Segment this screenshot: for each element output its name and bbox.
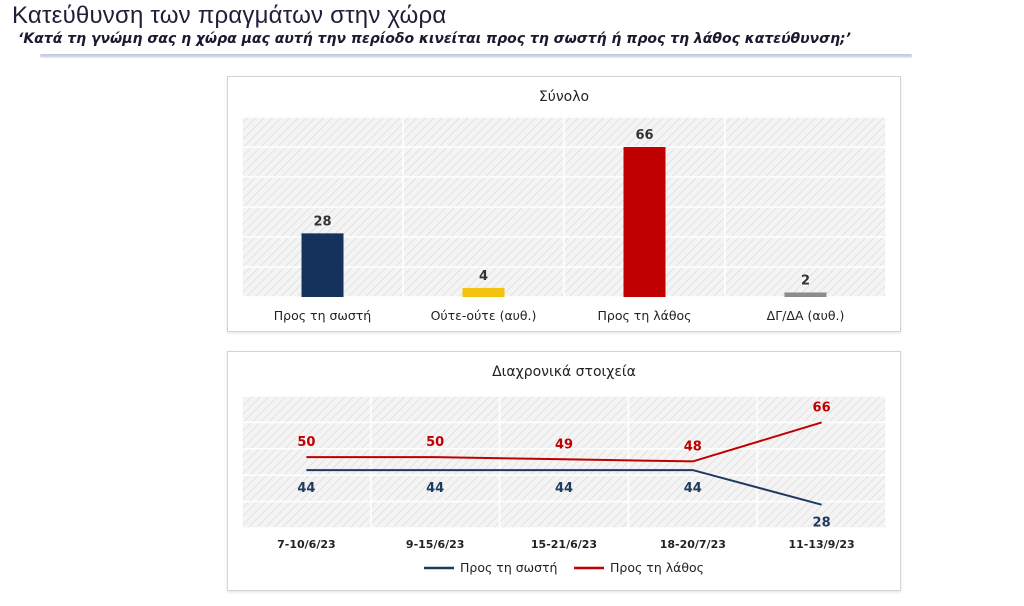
bar-value-label: 66 xyxy=(635,128,653,143)
bar-category-label: Προς τη σωστή xyxy=(274,308,371,323)
bar-value-label: 28 xyxy=(313,214,331,229)
bar xyxy=(462,287,505,297)
series-line-0 xyxy=(306,469,822,506)
x-tick-label: 18-20/7/23 xyxy=(660,538,726,551)
legend-label: Προς τη λάθος xyxy=(610,560,704,575)
bar-chart: Σύνολο 28 Προς τη σωστή 4 Ούτε-ούτε (αυθ.) 6… xyxy=(241,89,887,323)
line-data-label: 49 xyxy=(555,437,573,452)
line-gridlines xyxy=(241,395,887,529)
line-data-label: 28 xyxy=(813,516,831,531)
line-data-label: 44 xyxy=(297,481,315,496)
line-data-label: 48 xyxy=(684,439,702,454)
line-legend: Προς τη σωστή Προς τη λάθος xyxy=(424,560,704,575)
bar-category-label: Ούτε-ούτε (αυθ.) xyxy=(431,308,537,323)
bar-chart-panel: Σύνολο 28 Προς τη σωστή 4 Ούτε-ούτε (αυθ.) 6… xyxy=(227,76,901,332)
line-chart-title: Διαχρονικά στοιχεία xyxy=(492,364,636,380)
line-chart-panel: Διαχρονικά στοιχεία 44 44 44 44 28 50 50 49 48 66… xyxy=(227,351,901,591)
line-data-label: 44 xyxy=(684,481,702,496)
bar xyxy=(784,292,827,297)
line-data-label: 44 xyxy=(555,481,573,496)
x-tick-label: 11-13/9/23 xyxy=(789,538,855,551)
line-marks: 44 44 44 44 28 50 50 49 48 66 7-10/6/23 9-15/6/23 15… xyxy=(277,400,855,551)
line-data-label: 44 xyxy=(426,481,444,496)
bar-value-label: 4 xyxy=(479,269,488,284)
bar-category-label: ΔΓ/ΔΑ (αυθ.) xyxy=(767,308,845,323)
line-data-label: 50 xyxy=(297,435,315,450)
bar xyxy=(623,147,666,297)
bar-value-label: 2 xyxy=(801,273,810,288)
bar-gridlines xyxy=(241,116,887,298)
line-data-label: 66 xyxy=(813,400,831,415)
series-line-1 xyxy=(306,421,822,463)
legend-label: Προς τη σωστή xyxy=(460,560,557,575)
x-tick-label: 9-15/6/23 xyxy=(406,538,465,551)
line-chart: Διαχρονικά στοιχεία 44 44 44 44 28 50 50 49 48 66… xyxy=(241,364,887,575)
line-data-label: 50 xyxy=(426,435,444,450)
bar-marks: 28 Προς τη σωστή 4 Ούτε-ούτε (αυθ.) 66 Προς τ… xyxy=(274,128,845,323)
page-title: Κατεύθυνση των πραγμάτων στην χώρα xyxy=(12,2,447,29)
bar-category-label: Προς τη λάθος xyxy=(598,308,692,323)
bar xyxy=(301,233,344,297)
title-underline xyxy=(40,54,912,58)
page-subtitle: ‘Κατά τη γνώμη σας η χώρα μας αυτή την π… xyxy=(18,31,851,47)
x-tick-label: 15-21/6/23 xyxy=(531,538,597,551)
x-tick-label: 7-10/6/23 xyxy=(277,538,336,551)
line-plot-area xyxy=(242,396,886,528)
bar-chart-title: Σύνολο xyxy=(539,89,589,105)
